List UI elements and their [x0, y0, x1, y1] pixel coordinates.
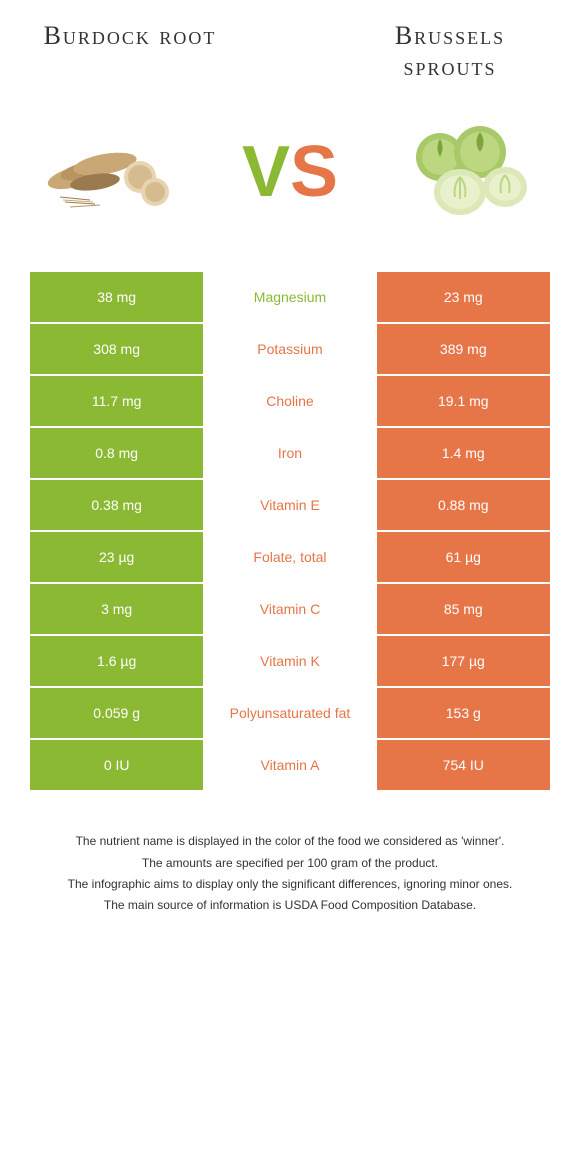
- nutrient-label: Vitamin K: [203, 636, 376, 686]
- table-row: 0.38 mgVitamin E0.88 mg: [30, 480, 550, 532]
- table-row: 3 mgVitamin C85 mg: [30, 584, 550, 636]
- table-row: 23 µgFolate, total61 µg: [30, 532, 550, 584]
- footer-line-4: The main source of information is USDA F…: [40, 896, 540, 915]
- table-row: 1.6 µgVitamin K177 µg: [30, 636, 550, 688]
- nutrient-label: Iron: [203, 428, 376, 478]
- sprouts-image: [400, 112, 540, 232]
- right-value: 19.1 mg: [377, 376, 550, 426]
- right-value: 754 IU: [377, 740, 550, 790]
- nutrient-label: Choline: [203, 376, 376, 426]
- right-food-title: Brussels sprouts: [350, 20, 550, 82]
- table-row: 0.059 gPolyunsaturated fat153 g: [30, 688, 550, 740]
- right-value: 0.88 mg: [377, 480, 550, 530]
- table-row: 0.8 mgIron1.4 mg: [30, 428, 550, 480]
- right-value: 389 mg: [377, 324, 550, 374]
- vs-s: S: [290, 132, 338, 212]
- table-row: 0 IUVitamin A754 IU: [30, 740, 550, 792]
- comparison-table: 38 mgMagnesium23 mg308 mgPotassium389 mg…: [30, 272, 550, 792]
- right-value: 23 mg: [377, 272, 550, 322]
- right-value: 153 g: [377, 688, 550, 738]
- vs-v: V: [242, 132, 290, 212]
- footer: The nutrient name is displayed in the co…: [30, 832, 550, 915]
- images-row: VS: [30, 112, 550, 232]
- right-value: 177 µg: [377, 636, 550, 686]
- footer-line-2: The amounts are specified per 100 gram o…: [40, 854, 540, 873]
- nutrient-label: Magnesium: [203, 272, 376, 322]
- left-value: 38 mg: [30, 272, 203, 322]
- left-value: 1.6 µg: [30, 636, 203, 686]
- left-value: 308 mg: [30, 324, 203, 374]
- nutrient-label: Folate, total: [203, 532, 376, 582]
- right-value: 85 mg: [377, 584, 550, 634]
- left-value: 3 mg: [30, 584, 203, 634]
- left-value: 23 µg: [30, 532, 203, 582]
- vs-label: VS: [242, 131, 338, 213]
- header: Burdock root Brussels sprouts: [30, 20, 550, 82]
- table-row: 308 mgPotassium389 mg: [30, 324, 550, 376]
- left-value: 11.7 mg: [30, 376, 203, 426]
- table-row: 38 mgMagnesium23 mg: [30, 272, 550, 324]
- left-value: 0.38 mg: [30, 480, 203, 530]
- nutrient-label: Polyunsaturated fat: [203, 688, 376, 738]
- nutrient-label: Potassium: [203, 324, 376, 374]
- footer-line-3: The infographic aims to display only the…: [40, 875, 540, 894]
- nutrient-label: Vitamin E: [203, 480, 376, 530]
- left-value: 0 IU: [30, 740, 203, 790]
- right-value: 61 µg: [377, 532, 550, 582]
- left-food-title: Burdock root: [30, 20, 230, 82]
- footer-line-1: The nutrient name is displayed in the co…: [40, 832, 540, 851]
- left-value: 0.8 mg: [30, 428, 203, 478]
- right-value: 1.4 mg: [377, 428, 550, 478]
- burdock-image: [40, 112, 180, 232]
- nutrient-label: Vitamin C: [203, 584, 376, 634]
- table-row: 11.7 mgCholine19.1 mg: [30, 376, 550, 428]
- left-value: 0.059 g: [30, 688, 203, 738]
- nutrient-label: Vitamin A: [203, 740, 376, 790]
